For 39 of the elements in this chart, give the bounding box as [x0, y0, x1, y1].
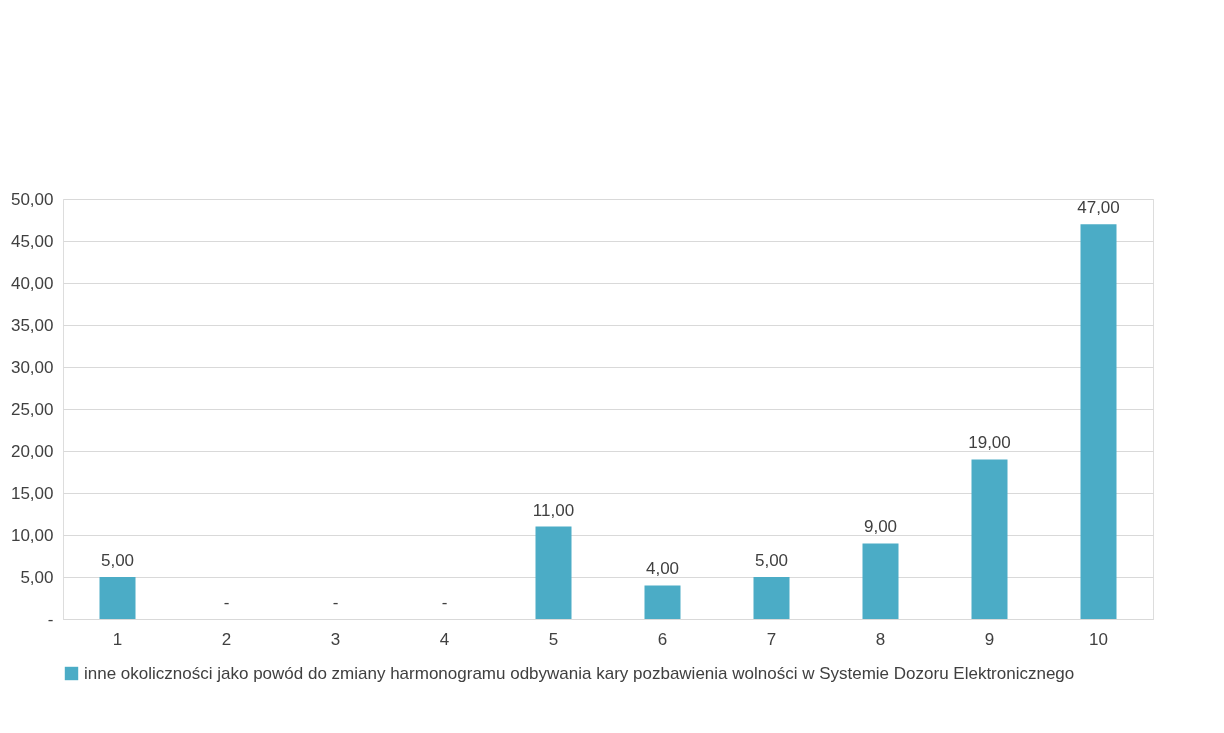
- data-label: 11,00: [532, 500, 575, 520]
- data-label: 19,00: [968, 433, 1011, 453]
- x-tick-label: 2: [221, 629, 232, 649]
- y-tick-label: 10,00: [10, 525, 54, 545]
- data-label: -: [441, 593, 448, 612]
- bar: [862, 543, 899, 619]
- x-tick-label: 3: [330, 629, 341, 649]
- data-label: 5,00: [754, 551, 789, 570]
- bar: [99, 577, 136, 619]
- y-tick-label: 40,00: [10, 273, 54, 293]
- y-tick-label: 20,00: [10, 441, 54, 461]
- x-tick-label: 7: [766, 629, 777, 649]
- x-tick-label: 10: [1089, 629, 1108, 649]
- y-tick-label: 45,00: [10, 231, 54, 251]
- data-label: 5,00: [100, 551, 135, 570]
- data-label: -: [332, 593, 339, 612]
- bar: [753, 577, 790, 619]
- x-tick-label: 6: [657, 629, 668, 649]
- y-tick-label: 50,00: [10, 189, 54, 209]
- x-tick-label: 4: [439, 629, 450, 649]
- x-tick-label: 9: [984, 629, 995, 649]
- bar: [535, 526, 572, 619]
- bar: [644, 585, 681, 619]
- data-label: 9,00: [863, 517, 898, 537]
- bar: [971, 459, 1008, 619]
- y-tick-label: 35,00: [10, 315, 54, 335]
- y-tick-label: 15,00: [10, 483, 54, 503]
- y-tick-label: 5,00: [20, 567, 54, 587]
- data-label: -: [223, 593, 230, 612]
- x-tick-label: 1: [112, 629, 123, 649]
- x-tick-label: 5: [548, 629, 559, 649]
- data-label: 47,00: [1077, 198, 1120, 218]
- y-tick-label: 30,00: [10, 357, 54, 377]
- x-tick-label: 8: [875, 629, 886, 649]
- data-label: 4,00: [645, 559, 680, 579]
- bar: [1080, 224, 1117, 619]
- y-tick-label: 25,00: [10, 399, 54, 419]
- legend-label: inne okoliczności jako powód do zmiany harmonogramu odbywania kary pozbawienia wolności w Systemie Dozoru Elektronicznego: [84, 663, 1075, 683]
- y-tick-label: -: [47, 609, 54, 629]
